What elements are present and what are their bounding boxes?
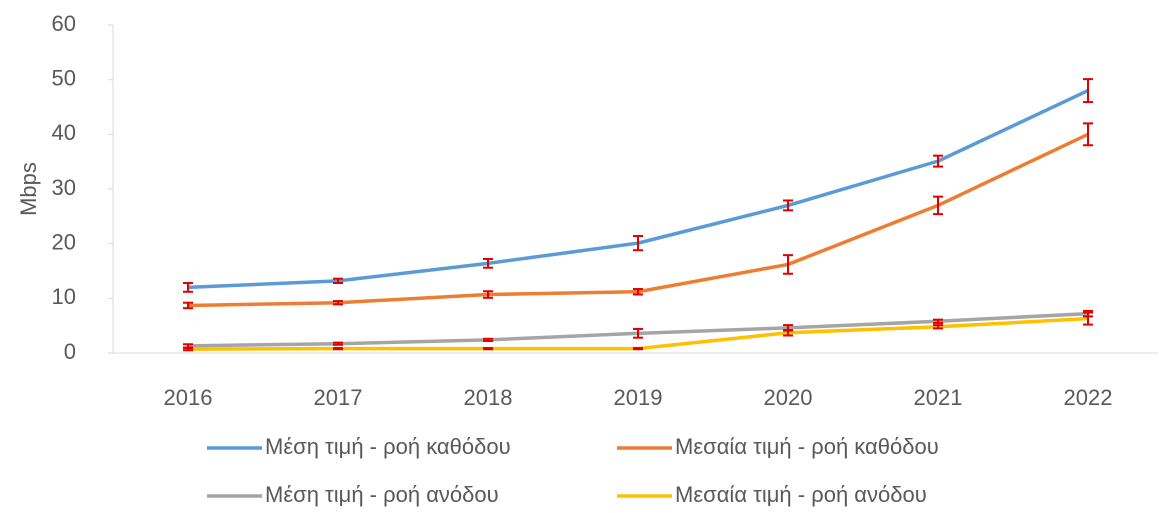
error-bar (1083, 311, 1093, 326)
error-bar (333, 347, 343, 351)
error-bar (1083, 122, 1093, 147)
y-tick-label: 50 (52, 65, 76, 90)
x-tick-label: 2016 (164, 385, 213, 410)
x-tick-label: 2021 (914, 385, 963, 410)
y-tick-label: 20 (52, 229, 76, 254)
x-tick-label: 2022 (1064, 385, 1113, 410)
legend-label: Μέση τιμή - ροή ανόδου (265, 482, 499, 507)
error-bar (183, 347, 193, 352)
x-tick-label: 2020 (764, 385, 813, 410)
error-bar (483, 337, 493, 342)
error-bar (633, 235, 643, 252)
error-bar (783, 254, 793, 275)
error-bar (483, 257, 493, 269)
y-tick-label: 30 (52, 175, 76, 200)
x-tick-label: 2019 (614, 385, 663, 410)
error-bar (333, 341, 343, 346)
error-bar (183, 282, 193, 293)
legend-label: Μεσαία τιμή - ροή καθόδου (675, 434, 939, 459)
error-bar (933, 318, 943, 324)
error-bar (783, 329, 793, 337)
error-bar (333, 300, 343, 306)
series-line (187, 89, 1089, 290)
error-bar (783, 199, 793, 212)
error-bar (483, 290, 493, 299)
y-axis-label: Mbps (16, 162, 41, 216)
y-tick-label: 0 (64, 339, 76, 364)
error-bar (483, 347, 493, 351)
error-bar (933, 195, 943, 216)
error-bar (333, 277, 343, 285)
y-tick-label: 60 (52, 11, 76, 36)
error-bar (183, 301, 193, 310)
x-tick-label: 2018 (464, 385, 513, 410)
error-bar (933, 324, 943, 330)
y-tick-label: 40 (52, 120, 76, 145)
error-bar (633, 347, 643, 351)
error-bar (633, 327, 643, 339)
legend-label: Μεσαία τιμή - ροή ανόδου (675, 482, 927, 507)
x-tick-label: 2017 (314, 385, 363, 410)
error-bar (1083, 78, 1093, 104)
error-bar (633, 288, 643, 296)
y-tick-label: 10 (52, 284, 76, 309)
legend-label: Μέση τιμή - ροή καθόδου (265, 434, 511, 459)
error-bar (933, 154, 943, 168)
